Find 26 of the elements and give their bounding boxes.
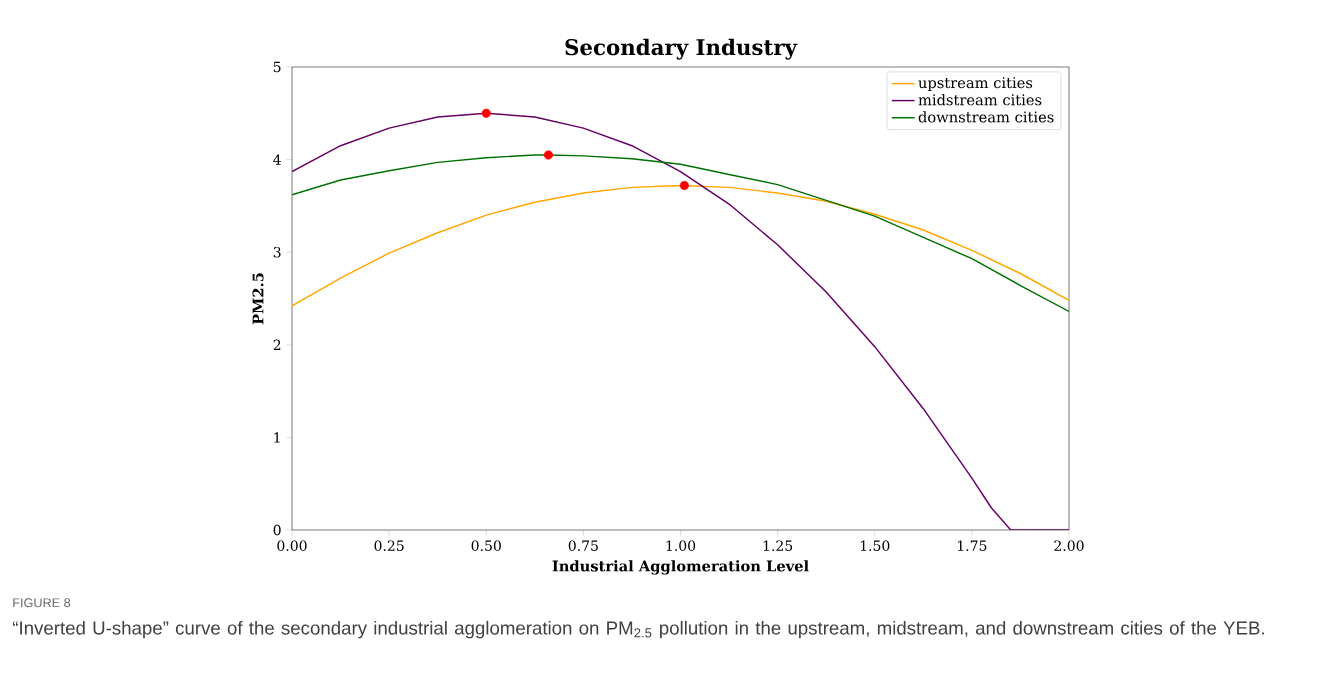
text: “Inverted U-shape” curve of the secondary industrial agglomeration on PM$_{2.5}$ pollution in the upstream, midstream, and downstream cities of the YEB.	[12, 620, 1264, 639]
legend-label: downstream cities	[918, 111, 1054, 123]
x-tick-label: 0.25	[374, 540, 404, 551]
x-tick-label: 0.00	[277, 540, 307, 551]
x-tick-label: 1.50	[860, 540, 890, 551]
point	[543, 150, 553, 160]
y-axis-title: PM2.5	[252, 273, 264, 325]
chart-title: Secondary Industry	[565, 38, 798, 60]
y-tick-label: 5	[273, 61, 281, 73]
point	[481, 108, 491, 118]
y-tick-label: 1	[274, 432, 280, 443]
x-axis-title: Industrial Agglomeration Level	[552, 560, 809, 575]
legend-label: upstream cities	[918, 77, 1033, 92]
y-tick-label: 3	[273, 246, 281, 258]
x-tick-label: 2.00	[1054, 540, 1084, 551]
y-tick-label: 0	[273, 524, 281, 536]
y-tick-label: 4	[273, 154, 281, 165]
x-tick-label: 1.75	[958, 540, 987, 551]
x-tick-label: 1.25	[763, 540, 793, 551]
x-tick-label: 0.75	[568, 540, 598, 551]
legend-label: midstream cities	[918, 94, 1042, 106]
x-tick-label: 0.50	[471, 540, 501, 551]
caption: FIGURE 8	[13, 598, 71, 608]
point	[679, 180, 689, 191]
y-tick-label: 2	[273, 339, 281, 350]
x-tick-label: 1.00	[666, 540, 696, 551]
